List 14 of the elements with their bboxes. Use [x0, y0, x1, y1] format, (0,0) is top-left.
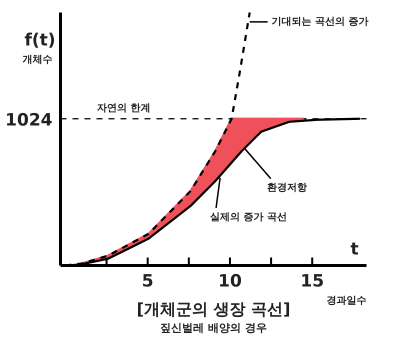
y-axis-title: f(t) [24, 30, 56, 50]
x-tick-label: 10 [218, 272, 242, 292]
text: [개체군의 생장 곡선] [136, 300, 290, 318]
x-tick-label: 5 [142, 272, 154, 292]
x-tick-label: 15 [300, 272, 324, 292]
annotation: 환경저항 [266, 182, 307, 194]
annotation: 기대되는 곡선의 증가 [272, 16, 369, 28]
ref-line-label: 자연의 한계 [97, 102, 151, 114]
text: 짚신벌레 배양의 경우 [160, 322, 267, 334]
text: 1024 [5, 110, 53, 130]
text: 경과일수 [326, 296, 366, 306]
x-axis-title: t [350, 240, 359, 260]
annotation: 실제의 증가 곡선 [210, 212, 288, 223]
text: 개체수 [22, 54, 52, 66]
